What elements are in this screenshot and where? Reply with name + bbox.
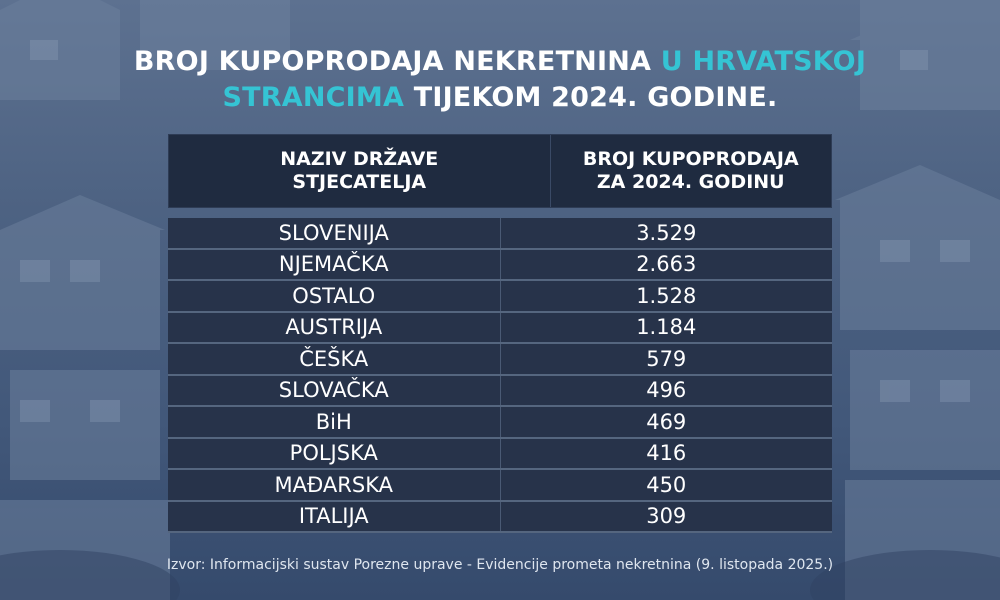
column-header-country: NAZIV DRŽAVE STJECATELJA	[280, 148, 439, 193]
table-row: SLOVENIJA 3.529	[168, 218, 832, 250]
cell-value: 469	[499, 407, 833, 437]
table-row: NJEMAČKA 2.663	[168, 249, 833, 281]
cell-country: NJEMAČKA	[278, 252, 389, 277]
header-gap	[168, 208, 832, 218]
table-row: AUSTRIJA 1.184	[168, 312, 833, 344]
cell-value: 579	[499, 344, 833, 374]
cell-value: 450	[499, 470, 833, 500]
column-header-count: BROJ KUPOPRODAJA ZA 2024. GODINU	[549, 135, 832, 207]
title-line1-white: BROJ KUPOPRODAJA NEKRETNINA	[133, 46, 652, 77]
cell-value: 309	[499, 501, 833, 531]
table-body: SLOVENIJA 3.529 NJEMAČKA 2.663 OSTALO 1.528 AU…	[168, 218, 832, 533]
table-row: BiH 469	[168, 407, 832, 439]
source-note: Izvor: Informacijski sustav Porezne upra…	[166, 557, 834, 573]
cell-value: 1.184	[499, 312, 833, 342]
table-row: ITALIJA 309	[168, 501, 833, 533]
cell-country: AUSTRIJA	[285, 315, 383, 340]
cell-country: MAĐARSKA	[274, 472, 393, 497]
cell-country: BiH	[315, 409, 352, 434]
data-table: NAZIV DRŽAVE STJECATELJA BROJ KUPOPRODAJ…	[168, 134, 832, 533]
cell-country: POLJSKA	[289, 441, 378, 466]
cell-country: ITALIJA	[298, 504, 369, 529]
title-line2-accent: STRANCIMA	[222, 82, 405, 113]
table-row: ČEŠKA 579	[168, 344, 832, 376]
cell-value: 3.529	[499, 218, 833, 248]
cell-country: SLOVAČKA	[278, 378, 389, 403]
chart-title: BROJ KUPOPRODAJA NEKRETNINA U HRVATSKOJ …	[0, 44, 1000, 116]
title-line2-white: TIJEKOM 2024. GODINE.	[413, 82, 778, 113]
table-row: SLOVAČKA 496	[168, 375, 833, 407]
title-line1-accent: U HRVATSKOJ	[660, 46, 867, 77]
title-line-2: STRANCIMA TIJEKOM 2024. GODINE.	[0, 80, 1000, 116]
table-row: MAĐARSKA 450	[168, 470, 832, 502]
cell-value: 1.528	[499, 281, 833, 311]
cell-country: OSTALO	[292, 283, 376, 308]
cell-value: 496	[499, 375, 833, 405]
table-row: POLJSKA 416	[168, 438, 833, 470]
cell-value: 416	[499, 438, 833, 468]
title-line-1: BROJ KUPOPRODAJA NEKRETNINA U HRVATSKOJ	[0, 44, 1000, 80]
cell-country: ČEŠKA	[299, 346, 369, 371]
cell-country: SLOVENIJA	[278, 220, 389, 245]
cell-value: 2.663	[499, 249, 833, 279]
table-row: OSTALO 1.528	[168, 281, 832, 313]
table-header: NAZIV DRŽAVE STJECATELJA BROJ KUPOPRODAJ…	[168, 134, 832, 208]
